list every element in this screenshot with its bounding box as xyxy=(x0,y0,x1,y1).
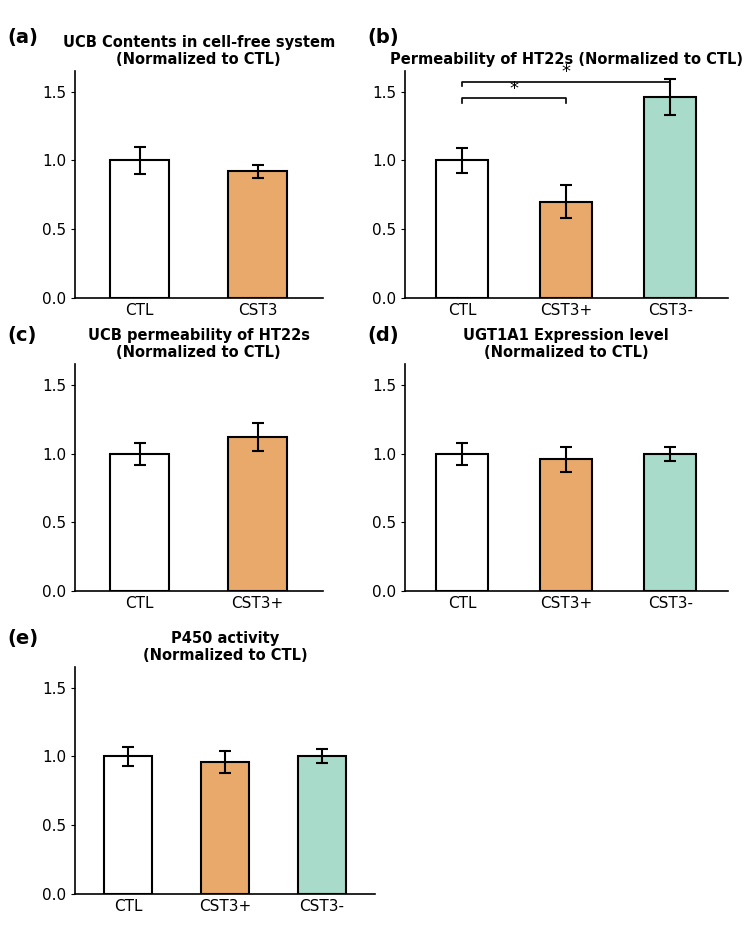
Text: (a): (a) xyxy=(8,28,38,47)
Text: (d): (d) xyxy=(368,326,399,345)
Bar xyxy=(644,454,696,591)
Text: *: * xyxy=(562,63,571,81)
Text: (c): (c) xyxy=(8,326,37,345)
Bar xyxy=(644,97,696,298)
Title: UCB permeability of HT22s
(Normalized to CTL): UCB permeability of HT22s (Normalized to… xyxy=(88,328,310,360)
Bar xyxy=(540,201,592,298)
Title: UGT1A1 Expression level
(Normalized to CTL): UGT1A1 Expression level (Normalized to C… xyxy=(464,328,669,360)
Bar xyxy=(298,757,346,894)
Bar xyxy=(228,437,287,591)
Title: P450 activity
(Normalized to CTL): P450 activity (Normalized to CTL) xyxy=(142,631,308,663)
Bar xyxy=(110,454,170,591)
Text: (b): (b) xyxy=(368,28,399,47)
Bar xyxy=(436,161,488,298)
Bar xyxy=(540,459,592,591)
Bar xyxy=(110,161,170,298)
Bar xyxy=(104,757,152,894)
Bar xyxy=(228,171,287,298)
Title: Permeability of HT22s (Normalized to CTL): Permeability of HT22s (Normalized to CTL… xyxy=(390,52,742,67)
Bar xyxy=(201,762,249,894)
Text: (e): (e) xyxy=(8,629,39,648)
Text: *: * xyxy=(510,79,519,97)
Bar xyxy=(436,454,488,591)
Title: UCB Contents in cell-free system
(Normalized to CTL): UCB Contents in cell-free system (Normal… xyxy=(63,35,334,67)
